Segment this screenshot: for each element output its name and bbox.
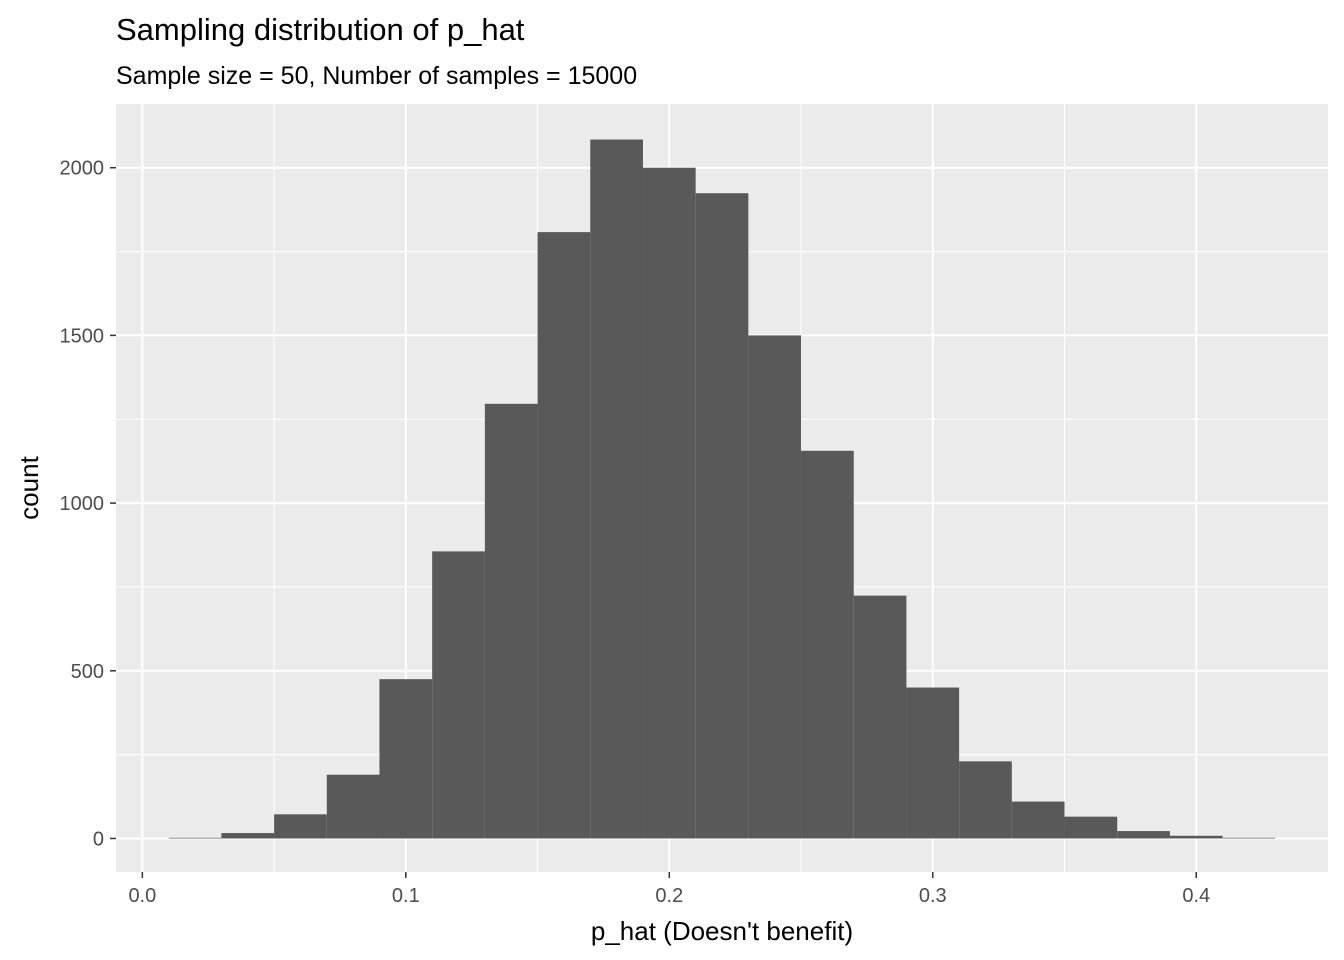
histogram-bar xyxy=(695,193,749,839)
histogram-bars xyxy=(168,139,1276,839)
x-tick-label: 0.3 xyxy=(919,885,947,907)
histogram-bar xyxy=(590,139,643,839)
chart-subtitle: Sample size = 50, Number of samples = 15… xyxy=(116,62,637,90)
x-tick-label: 0.0 xyxy=(128,885,156,907)
histogram-bar xyxy=(642,167,696,839)
histogram-bar xyxy=(906,687,960,839)
y-tick-label: 0 xyxy=(93,828,104,850)
histogram-bar xyxy=(274,814,327,839)
histogram-bar xyxy=(1117,831,1170,839)
y-axis-ticks: 0 500 1000 1500 2000 xyxy=(60,158,116,850)
histogram-bar xyxy=(748,335,802,839)
histogram-bar xyxy=(1064,816,1118,839)
x-axis-ticks: 0.0 0.1 0.2 0.3 0.4 xyxy=(128,872,1210,907)
x-tick-label: 0.1 xyxy=(392,885,420,907)
histogram-bar xyxy=(853,595,907,839)
histogram-bar xyxy=(1222,837,1276,839)
x-tick-label: 0.4 xyxy=(1182,885,1210,907)
x-axis-title: p_hat (Doesn't benefit) xyxy=(591,916,853,946)
y-tick-label: 500 xyxy=(71,661,104,683)
y-tick-label: 1500 xyxy=(60,325,105,347)
y-axis-title: count xyxy=(14,455,44,519)
histogram-bar xyxy=(379,679,433,839)
histogram-bar xyxy=(959,761,1012,839)
histogram-bar xyxy=(801,450,854,839)
x-tick-label: 0.2 xyxy=(655,885,683,907)
chart-title: Sampling distribution of p_hat xyxy=(116,12,525,47)
histogram-bar xyxy=(537,232,591,839)
histogram-bar xyxy=(484,403,538,839)
histogram-bar xyxy=(168,837,222,839)
y-tick-label: 2000 xyxy=(60,158,105,180)
histogram-bar xyxy=(432,551,485,839)
y-tick-label: 1000 xyxy=(60,493,105,515)
histogram-bar xyxy=(1011,801,1065,839)
histogram-bar xyxy=(1169,835,1223,839)
histogram-bar xyxy=(326,774,380,839)
histogram-bar xyxy=(221,833,275,839)
